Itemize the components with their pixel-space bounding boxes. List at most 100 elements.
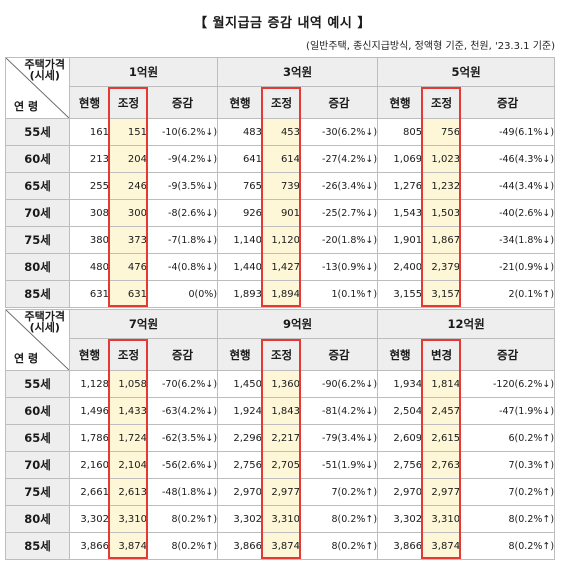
current-amount-cell: 1,934 [377,370,424,398]
age-cell: 80세 [5,505,70,533]
adjusted-amount-cell: 2,615 [422,424,462,452]
change-cell: 8(0.2%↑) [460,532,556,560]
current-amount-cell: 3,302 [217,505,264,533]
adjusted-amount-cell: 3,874 [262,532,302,560]
current-amount-cell: 926 [217,199,264,227]
table-row: 60세 1,496 1,433 -63(4.2%↓) 1,924 1,843 -81(4.2… [5,397,556,425]
age-cell: 60세 [5,397,70,425]
adjusted-amount-cell: 614 [262,145,302,173]
current-col-header: 현행 [217,86,264,119]
corner-diagonal [6,310,69,370]
change-cell: -10(6.2%↓) [146,118,219,146]
adjusted-amount-cell: 2,104 [109,451,148,479]
adjusted-col-header: 조정 [109,86,148,119]
change-cell: 0(0%) [146,280,219,308]
adjusted-amount-cell: 1,232 [422,172,462,200]
change-cell: -90(6.2%↓) [300,370,379,398]
change-cell: -49(6.1%↓) [460,118,556,146]
change-cell: -70(6.2%↓) [146,370,219,398]
change-cell: -27(4.2%↓) [300,145,379,173]
header-row-price: 주택가격 (시세) 연 령 7억원 9억원 12억원 [5,309,556,371]
current-amount-cell: 3,866 [377,532,424,560]
current-amount-cell: 3,302 [69,505,110,533]
current-amount-cell: 1,128 [69,370,110,398]
adjusted-amount-cell: 3,310 [109,505,148,533]
page-title: 【 월지급금 증감 내역 예시 】 [194,16,371,31]
adjusted-amount-cell: 151 [109,118,148,146]
change-cell: -51(1.9%↓) [300,451,379,479]
current-amount-cell: 3,866 [217,532,264,560]
current-amount-cell: 2,160 [69,451,110,479]
current-amount-cell: 483 [217,118,264,146]
price-header: 1억원 [68,57,219,87]
change-cell: 8(0.2%↑) [146,532,219,560]
current-col-header: 현행 [69,338,110,371]
current-amount-cell: 255 [69,172,110,200]
price-header: 9억원 [217,309,379,339]
change-col-header: 증감 [460,86,556,119]
adjusted-amount-cell: 1,814 [422,370,462,398]
age-cell: 60세 [5,145,70,173]
current-amount-cell: 1,440 [217,253,264,281]
adjusted-amount-cell: 901 [262,199,302,227]
change-col-header: 증감 [460,338,556,371]
current-amount-cell: 641 [217,145,264,173]
current-amount-cell: 2,970 [377,478,424,506]
current-amount-cell: 1,786 [69,424,110,452]
adjusted-col-header: 조정 [109,338,148,371]
corner-price-label: 주택가격 (시세) [25,59,65,81]
change-cell: 8(0.2%↑) [146,505,219,533]
corner-age-label: 연 령 [14,352,39,365]
table-row: 70세 308 300 -8(2.6%↓) 926 901 -25(2.7%↓) 1,543 1… [5,199,556,227]
current-col-header: 현행 [377,338,424,371]
change-cell: -26(3.4%↓) [300,172,379,200]
adjusted-amount-cell: 2,977 [262,478,302,506]
corner-diagonal [6,58,69,118]
table-row: 55세 1,128 1,058 -70(6.2%↓) 1,450 1,360 -90(6.2… [5,370,556,398]
corner-age-label: 연 령 [14,100,39,113]
change-cell: 8(0.2%↑) [460,505,556,533]
corner-price-line1: 주택가격 [24,58,65,71]
adjusted-amount-cell: 1,894 [262,280,302,308]
price-header: 7억원 [68,309,219,339]
adjusted-col-header: 조정 [422,86,462,119]
adjusted-amount-cell: 1,843 [262,397,302,425]
change-cell: 8(0.2%↑) [300,505,379,533]
age-cell: 75세 [5,226,70,254]
adjusted-amount-cell: 1,433 [109,397,148,425]
current-amount-cell: 1,901 [377,226,424,254]
table-row: 75세 380 373 -7(1.8%↓) 1,140 1,120 -20(1.8%↓) 1,… [5,226,556,254]
change-col-header: 증감 [146,86,219,119]
current-amount-cell: 2,400 [377,253,424,281]
price-header: 12억원 [377,309,556,339]
adjusted-amount-cell: 1,360 [262,370,302,398]
change-col-header: 증감 [146,338,219,371]
change-cell: -44(3.4%↓) [460,172,556,200]
current-amount-cell: 1,893 [217,280,264,308]
adjusted-amount-cell: 2,217 [262,424,302,452]
change-cell: -56(2.6%↓) [146,451,219,479]
adjusted-col-header: 조정 [262,86,302,119]
current-amount-cell: 1,069 [377,145,424,173]
current-amount-cell: 380 [69,226,110,254]
age-cell: 85세 [5,532,70,560]
change-col-header: 증감 [300,86,379,119]
current-amount-cell: 2,756 [377,451,424,479]
current-amount-cell: 1,276 [377,172,424,200]
change-cell: 8(0.2%↑) [300,532,379,560]
change-cell: -21(0.9%↓) [460,253,556,281]
current-amount-cell: 1,924 [217,397,264,425]
current-amount-cell: 2,296 [217,424,264,452]
adjusted-amount-cell: 2,457 [422,397,462,425]
current-amount-cell: 2,661 [69,478,110,506]
current-amount-cell: 2,609 [377,424,424,452]
current-amount-cell: 161 [69,118,110,146]
adjusted-amount-cell: 2,763 [422,451,462,479]
change-cell: -81(4.2%↓) [300,397,379,425]
header-row-price: 주택가격 (시세) 연 령 1억원 3억원 5억원 [5,57,556,119]
current-col-header: 현행 [377,86,424,119]
table-row: 65세 1,786 1,724 -62(3.5%↓) 2,296 2,217 -79(3.4… [5,424,556,452]
age-cell: 55세 [5,370,70,398]
adjusted-amount-cell: 3,157 [422,280,462,308]
adjusted-amount-cell: 1,427 [262,253,302,281]
